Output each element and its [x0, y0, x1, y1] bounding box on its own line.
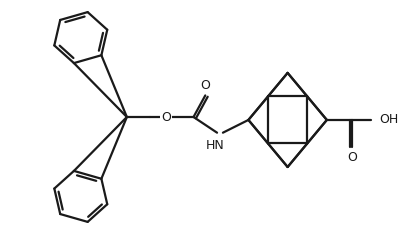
Text: HN: HN: [205, 139, 224, 152]
Text: O: O: [346, 151, 356, 164]
Text: O: O: [161, 110, 170, 124]
Text: OH: OH: [378, 113, 397, 126]
Text: O: O: [200, 79, 210, 91]
